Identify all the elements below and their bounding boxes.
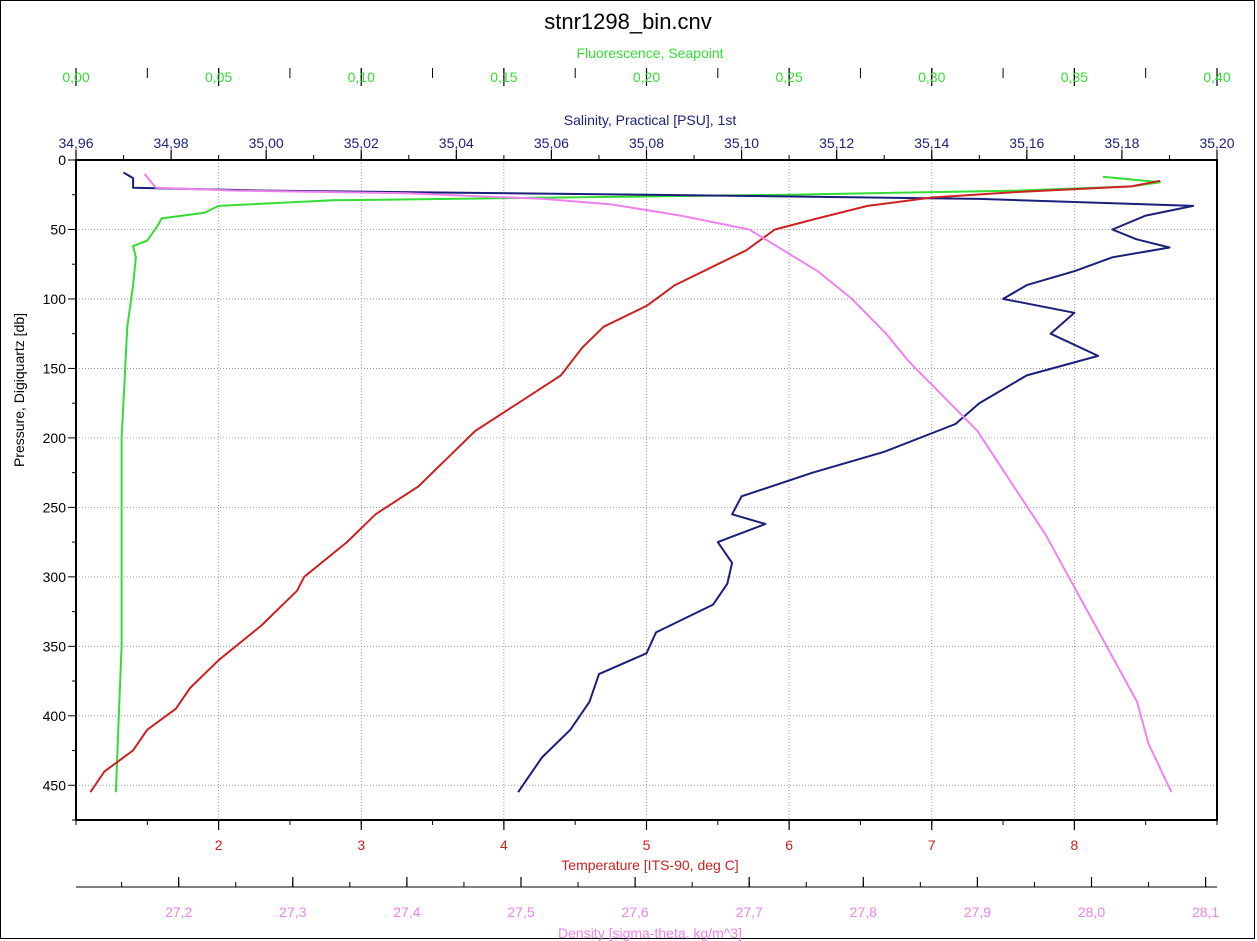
salinity-tick-label: 35,20 [1199, 135, 1234, 151]
series-group [89, 171, 1195, 793]
fluorescence-axis: 0,00 0,05 0,10 0,15 0,20 0,25 0,30 0,35 0,40 [62, 68, 1231, 86]
fluorescence-tick-label: 0,25 [776, 69, 803, 85]
temperature-series-line [89, 179, 1161, 793]
density-tick-label: 27,7 [736, 904, 763, 920]
salinity-tick-label: 35,14 [914, 135, 949, 151]
salinity-tick-label: 35,00 [249, 135, 284, 151]
pressure-tick-label: 300 [43, 569, 67, 585]
pressure-tick-label: 0 [58, 152, 66, 168]
salinity-tick-label: 35,02 [344, 135, 379, 151]
pressure-tick-label: 150 [43, 360, 67, 376]
pressure-tick-label: 350 [43, 638, 67, 654]
fluorescence-tick-label: 0,20 [633, 69, 660, 85]
density-tick-label: 27,6 [621, 904, 648, 920]
pressure-tick-label: 50 [50, 221, 66, 237]
fluorescence-tick-label: 0,05 [205, 69, 232, 85]
density-tick-label: 28,0 [1078, 904, 1105, 920]
density-series-line [143, 173, 1173, 793]
density-axis-label: Density [sigma-theta, kg/m^3] [558, 925, 742, 941]
temperature-tick-label: 3 [357, 837, 365, 853]
fluorescence-tick-label: 0,35 [1061, 69, 1088, 85]
density-axis: 27,2 27,3 27,4 27,5 27,6 27,7 27,8 27,9 28,0 28,1 [76, 877, 1219, 920]
salinity-axis: 34,96 34,98 35,00 35,02 35,04 35,06 35,08 35,10… [58, 135, 1235, 160]
salinity-tick-label: 35,08 [629, 135, 664, 151]
fluorescence-axis-label: Fluorescence, Seapoint [576, 45, 723, 61]
salinity-tick-label: 35,06 [534, 135, 569, 151]
grid [76, 160, 1217, 820]
salinity-tick-label: 35,16 [1009, 135, 1044, 151]
salinity-tick-label: 34,96 [58, 135, 93, 151]
temperature-tick-label: 6 [785, 837, 793, 853]
pressure-axis-label: Pressure, Digiquartz [db] [11, 313, 27, 467]
temperature-tick-label: 5 [643, 837, 651, 853]
temperature-tick-label: 8 [1070, 837, 1078, 853]
salinity-series-line [122, 171, 1195, 793]
temperature-tick-label: 2 [215, 837, 223, 853]
density-tick-label: 28,1 [1192, 904, 1219, 920]
density-tick-label: 27,2 [165, 904, 192, 920]
salinity-tick-label: 35,10 [724, 135, 759, 151]
pressure-tick-label: 400 [43, 708, 67, 724]
salinity-tick-label: 35,04 [439, 135, 474, 151]
pressure-tick-label: 450 [43, 777, 67, 793]
pressure-axis: 0 50 100 150 200 250 300 350 400 450 [43, 152, 76, 821]
fluorescence-tick-label: 0,30 [918, 69, 945, 85]
temperature-axis: 2 3 4 5 6 7 8 [75, 820, 1218, 853]
pressure-tick-label: 200 [43, 430, 67, 446]
temperature-axis-label: Temperature [ITS-90, deg C] [561, 857, 738, 873]
temperature-tick-label: 7 [928, 837, 936, 853]
pressure-tick-label: 250 [43, 499, 67, 515]
density-tick-label: 27,5 [507, 904, 534, 920]
density-tick-label: 27,4 [393, 904, 420, 920]
fluorescence-tick-label: 0,10 [348, 69, 375, 85]
density-tick-label: 27,9 [964, 904, 991, 920]
fluorescence-tick-label: 0,00 [62, 69, 89, 85]
salinity-tick-label: 35,12 [819, 135, 854, 151]
temperature-tick-label: 4 [500, 837, 508, 853]
fluorescence-tick-label: 0,40 [1203, 69, 1230, 85]
chart-title: stnr1298_bin.cnv [544, 9, 712, 34]
salinity-tick-label: 34,98 [154, 135, 189, 151]
salinity-axis-label: Salinity, Practical [PSU], 1st [564, 112, 737, 128]
salinity-tick-label: 35,18 [1104, 135, 1139, 151]
density-tick-label: 27,8 [850, 904, 877, 920]
pressure-tick-label: 100 [43, 291, 67, 307]
fluorescence-tick-label: 0,15 [490, 69, 517, 85]
density-tick-label: 27,3 [279, 904, 306, 920]
fluorescence-series-line [114, 175, 1161, 793]
